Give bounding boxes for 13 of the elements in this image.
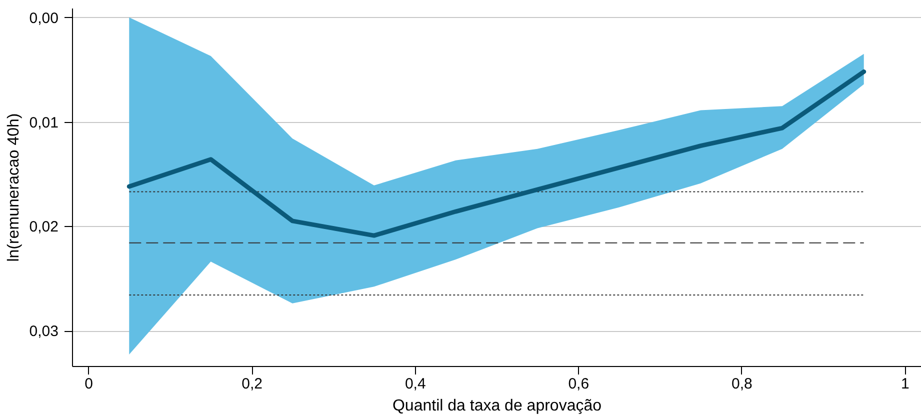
y-tick-label: 0,01	[29, 114, 58, 132]
y-tick-label: 0,03	[29, 323, 58, 340]
line-series	[126, 69, 866, 238]
y-axis-title: ln(remuneracao 40h)	[5, 113, 22, 262]
x-tick-label: 0,4	[404, 376, 426, 392]
x-tick-label: 0,6	[568, 376, 590, 392]
x-tick-label: 1	[901, 376, 910, 392]
x-axis-title: Quantil da taxa de aprovação	[392, 398, 602, 414]
x-tick-label: 0,2	[242, 376, 263, 392]
x-tick-label: 0	[84, 376, 93, 392]
x-tick-label: 0,8	[731, 376, 752, 392]
y-tick-label: 0,02	[29, 218, 58, 236]
y-tick-label: 0,00	[29, 10, 58, 27]
